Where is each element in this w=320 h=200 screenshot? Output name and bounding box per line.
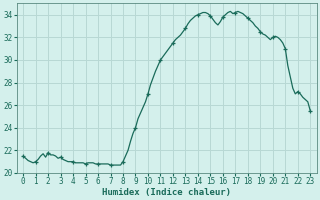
X-axis label: Humidex (Indice chaleur): Humidex (Indice chaleur) — [102, 188, 231, 197]
